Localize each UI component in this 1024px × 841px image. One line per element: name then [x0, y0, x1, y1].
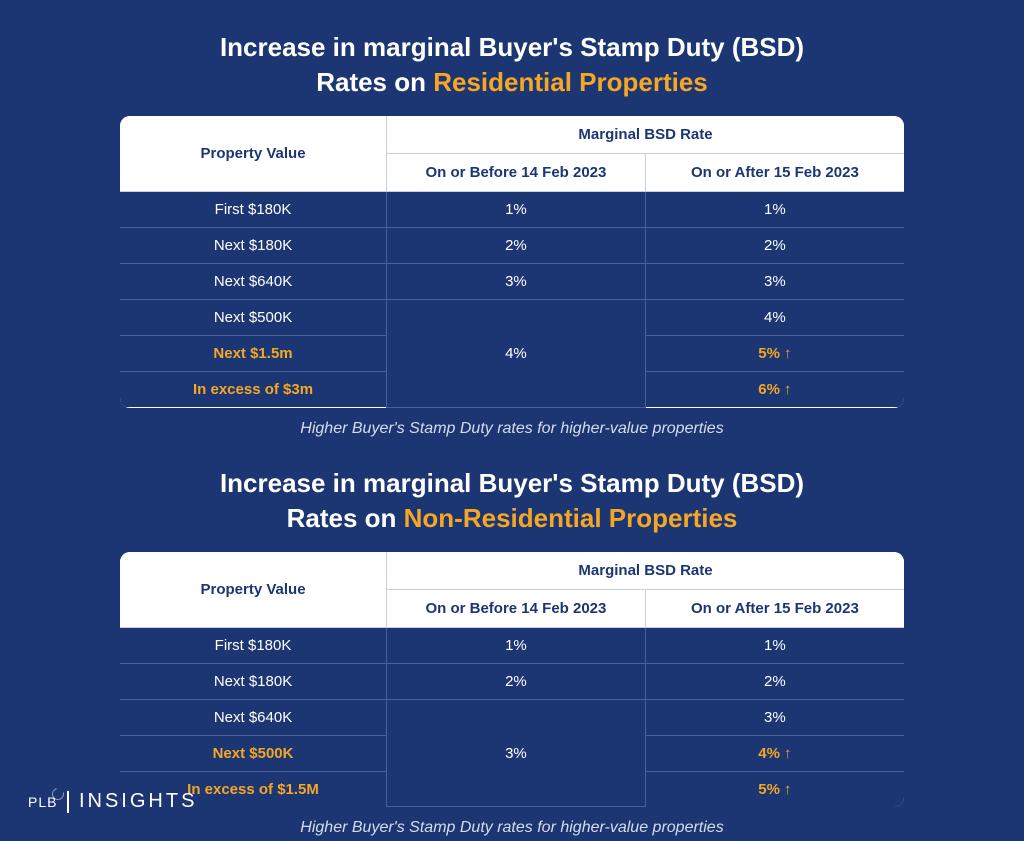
- cell-rate-before: 3%: [387, 264, 646, 300]
- logo-divider: [67, 791, 69, 813]
- col-header-bsd-rate: Marginal BSD Rate: [387, 116, 904, 154]
- col-header-bsd-rate: Marginal BSD Rate: [387, 552, 904, 590]
- logo-plb: PLB: [28, 794, 57, 810]
- section-residential: Increase in marginal Buyer's Stamp Duty …: [120, 30, 904, 438]
- cell-rate-after: 2%: [645, 663, 904, 699]
- cell-rate-before: 4%: [387, 300, 646, 408]
- cell-rate-before: 1%: [387, 627, 646, 663]
- title-line2-prefix: Rates on: [287, 503, 404, 533]
- cell-rate-after: 4%: [645, 300, 904, 336]
- caption-nonresidential: Higher Buyer's Stamp Duty rates for high…: [120, 819, 904, 837]
- cell-property-value: First $180K: [120, 627, 387, 663]
- content-area: Increase in marginal Buyer's Stamp Duty …: [0, 0, 1024, 837]
- table-row: Next $500K4%4%: [120, 300, 904, 336]
- col-header-after: On or After 15 Feb 2023: [645, 154, 904, 192]
- title-residential: Increase in marginal Buyer's Stamp Duty …: [120, 30, 904, 100]
- table-row: Next $640K3%3%: [120, 264, 904, 300]
- brand-logo: PLB INSIGHTS: [28, 790, 197, 813]
- title-line2-accent: Non-Residential Properties: [404, 503, 738, 533]
- cell-property-value: Next $500K: [120, 300, 387, 336]
- table-row: First $180K1%1%: [120, 627, 904, 663]
- caption-residential: Higher Buyer's Stamp Duty rates for high…: [120, 420, 904, 438]
- table-row: First $180K1%1%: [120, 192, 904, 228]
- up-arrow-icon: ↑: [784, 745, 792, 762]
- cell-rate-after: 1%: [645, 192, 904, 228]
- cell-property-value: Next $180K: [120, 663, 387, 699]
- title-nonresidential: Increase in marginal Buyer's Stamp Duty …: [120, 466, 904, 536]
- cell-property-value: First $180K: [120, 192, 387, 228]
- table-row: Next $640K3%3%: [120, 699, 904, 735]
- cell-rate-after: 5%↑: [645, 771, 904, 807]
- cell-rate-after: 4%↑: [645, 735, 904, 771]
- up-arrow-icon: ↑: [784, 781, 792, 798]
- cell-rate-before: 2%: [387, 663, 646, 699]
- up-arrow-icon: ↑: [784, 345, 792, 362]
- title-line1: Increase in marginal Buyer's Stamp Duty …: [220, 32, 804, 62]
- cell-property-value: In excess of $3m: [120, 372, 387, 408]
- table-nonresidential: Property Value Marginal BSD Rate On or B…: [120, 552, 904, 808]
- table-row: Next $180K2%2%: [120, 228, 904, 264]
- table-residential: Property Value Marginal BSD Rate On or B…: [120, 116, 904, 408]
- section-nonresidential: Increase in marginal Buyer's Stamp Duty …: [120, 466, 904, 838]
- cell-property-value: Next $180K: [120, 228, 387, 264]
- title-line2-prefix: Rates on: [316, 67, 433, 97]
- tbody-residential: First $180K1%1%Next $180K2%2%Next $640K3…: [120, 192, 904, 408]
- tbody-nonresidential: First $180K1%1%Next $180K2%2%Next $640K3…: [120, 627, 904, 807]
- title-line1: Increase in marginal Buyer's Stamp Duty …: [220, 468, 804, 498]
- col-header-before: On or Before 14 Feb 2023: [387, 154, 646, 192]
- cell-property-value: Next $640K: [120, 264, 387, 300]
- cell-property-value: Next $640K: [120, 699, 387, 735]
- cell-rate-before: 3%: [387, 699, 646, 807]
- cell-property-value: Next $500K: [120, 735, 387, 771]
- col-header-after: On or After 15 Feb 2023: [645, 589, 904, 627]
- col-header-before: On or Before 14 Feb 2023: [387, 589, 646, 627]
- cell-rate-before: 2%: [387, 228, 646, 264]
- up-arrow-icon: ↑: [784, 381, 792, 398]
- table-row: Next $180K2%2%: [120, 663, 904, 699]
- cell-rate-after: 1%: [645, 627, 904, 663]
- cell-rate-after: 3%: [645, 699, 904, 735]
- col-header-property-value: Property Value: [120, 116, 387, 192]
- cell-rate-before: 1%: [387, 192, 646, 228]
- cell-property-value: Next $1.5m: [120, 336, 387, 372]
- logo-insights: INSIGHTS: [79, 790, 197, 813]
- col-header-property-value: Property Value: [120, 552, 387, 628]
- cell-rate-after: 2%: [645, 228, 904, 264]
- cell-rate-after: 3%: [645, 264, 904, 300]
- title-line2-accent: Residential Properties: [433, 67, 708, 97]
- cell-rate-after: 6%↑: [645, 372, 904, 408]
- cell-rate-after: 5%↑: [645, 336, 904, 372]
